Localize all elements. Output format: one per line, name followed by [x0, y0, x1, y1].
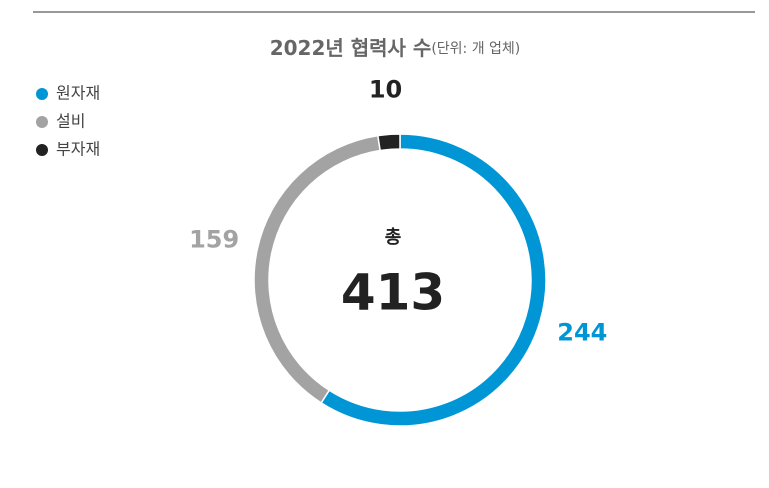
data-label: 159: [189, 226, 239, 254]
center-total: 413: [341, 264, 445, 322]
legend-marker: [36, 144, 48, 156]
legend-label: 설비: [56, 112, 85, 131]
legend-marker: [36, 88, 48, 100]
title: 2022년 협력사 수: [270, 36, 432, 60]
data-label: 10: [369, 76, 402, 104]
chart-title: 2022년 협력사 수(단위: 개 업체): [270, 36, 521, 60]
center-label: 총: [385, 227, 402, 248]
legend-label: 부자재: [56, 140, 100, 159]
data-label: 244: [557, 318, 607, 346]
legend-marker: [36, 116, 48, 128]
legend-label: 원자재: [56, 84, 100, 103]
subtitle: (단위: 개 업체): [431, 41, 520, 57]
donut-segment: [377, 133, 401, 152]
